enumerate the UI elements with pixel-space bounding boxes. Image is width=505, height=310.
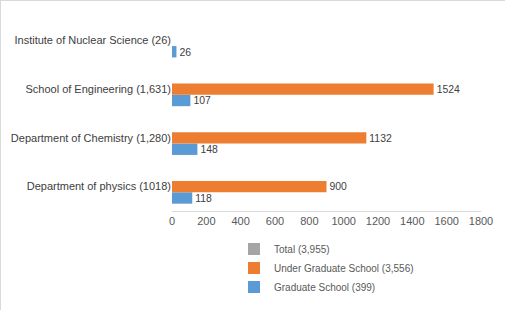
svg-text:600: 600: [266, 215, 284, 227]
svg-text:School of Engineering (1,631): School of Engineering (1,631): [25, 83, 171, 95]
svg-text:1800: 1800: [469, 215, 493, 227]
svg-text:1524: 1524: [437, 84, 460, 95]
svg-text:Graduate School (399): Graduate School (399): [274, 282, 375, 293]
svg-text:900: 900: [330, 181, 348, 192]
svg-text:26: 26: [179, 47, 191, 58]
svg-text:148: 148: [200, 144, 218, 155]
svg-text:Total (3,955): Total (3,955): [274, 244, 330, 255]
svg-text:800: 800: [300, 215, 318, 227]
svg-text:Under Graduate School (3,556): Under Graduate School (3,556): [274, 263, 414, 274]
svg-text:Department of Chemistry (1,280: Department of Chemistry (1,280): [11, 132, 171, 144]
svg-text:118: 118: [195, 193, 212, 204]
svg-text:Department of physics (1018): Department of physics (1018): [27, 180, 171, 192]
svg-text:0: 0: [169, 215, 175, 227]
svg-text:1200: 1200: [366, 215, 390, 227]
svg-text:1600: 1600: [434, 215, 458, 227]
svg-text:400: 400: [231, 215, 249, 227]
svg-text:1000: 1000: [331, 215, 355, 227]
svg-text:107: 107: [193, 95, 211, 106]
svg-text:Institute of Nuclear Science (: Institute of Nuclear Science (26): [14, 34, 171, 46]
svg-text:1132: 1132: [369, 133, 392, 144]
svg-text:200: 200: [197, 215, 215, 227]
svg-text:1400: 1400: [400, 215, 424, 227]
